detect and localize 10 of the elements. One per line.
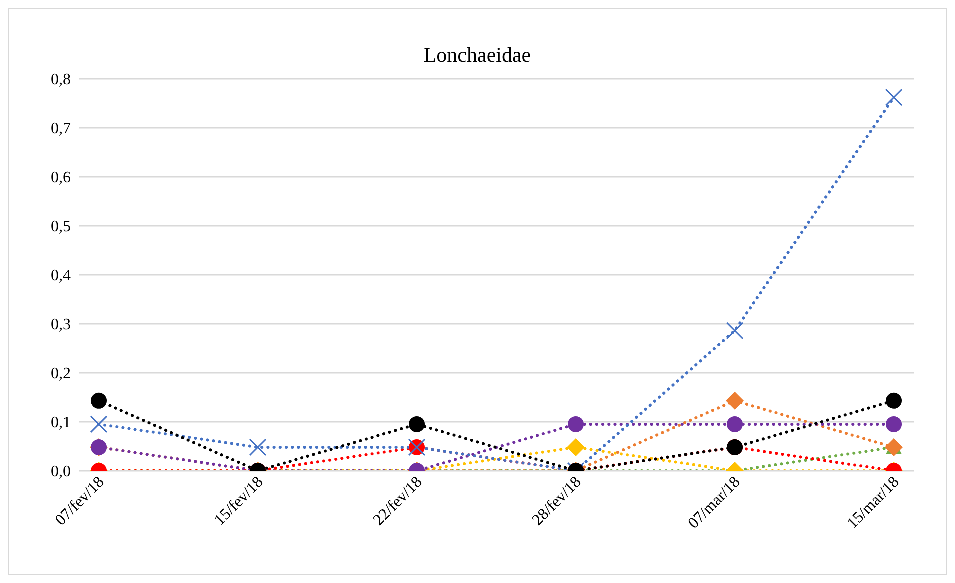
y-tick-label: 0,1 [51, 414, 71, 432]
y-tick-label: 0,0 [51, 464, 71, 481]
y-tick-label: 0,7 [51, 120, 71, 138]
y-tick-label: 0,8 [51, 72, 71, 89]
y-tick-label: 0,2 [51, 366, 71, 383]
y-tick-label: 0,3 [51, 316, 71, 334]
y-tick-label: 0,5 [51, 218, 71, 236]
chart-title: Lonchaeidae [422, 43, 532, 69]
y-tick-label: 0,4 [51, 268, 71, 285]
y-tick-label: 0,6 [51, 170, 71, 187]
